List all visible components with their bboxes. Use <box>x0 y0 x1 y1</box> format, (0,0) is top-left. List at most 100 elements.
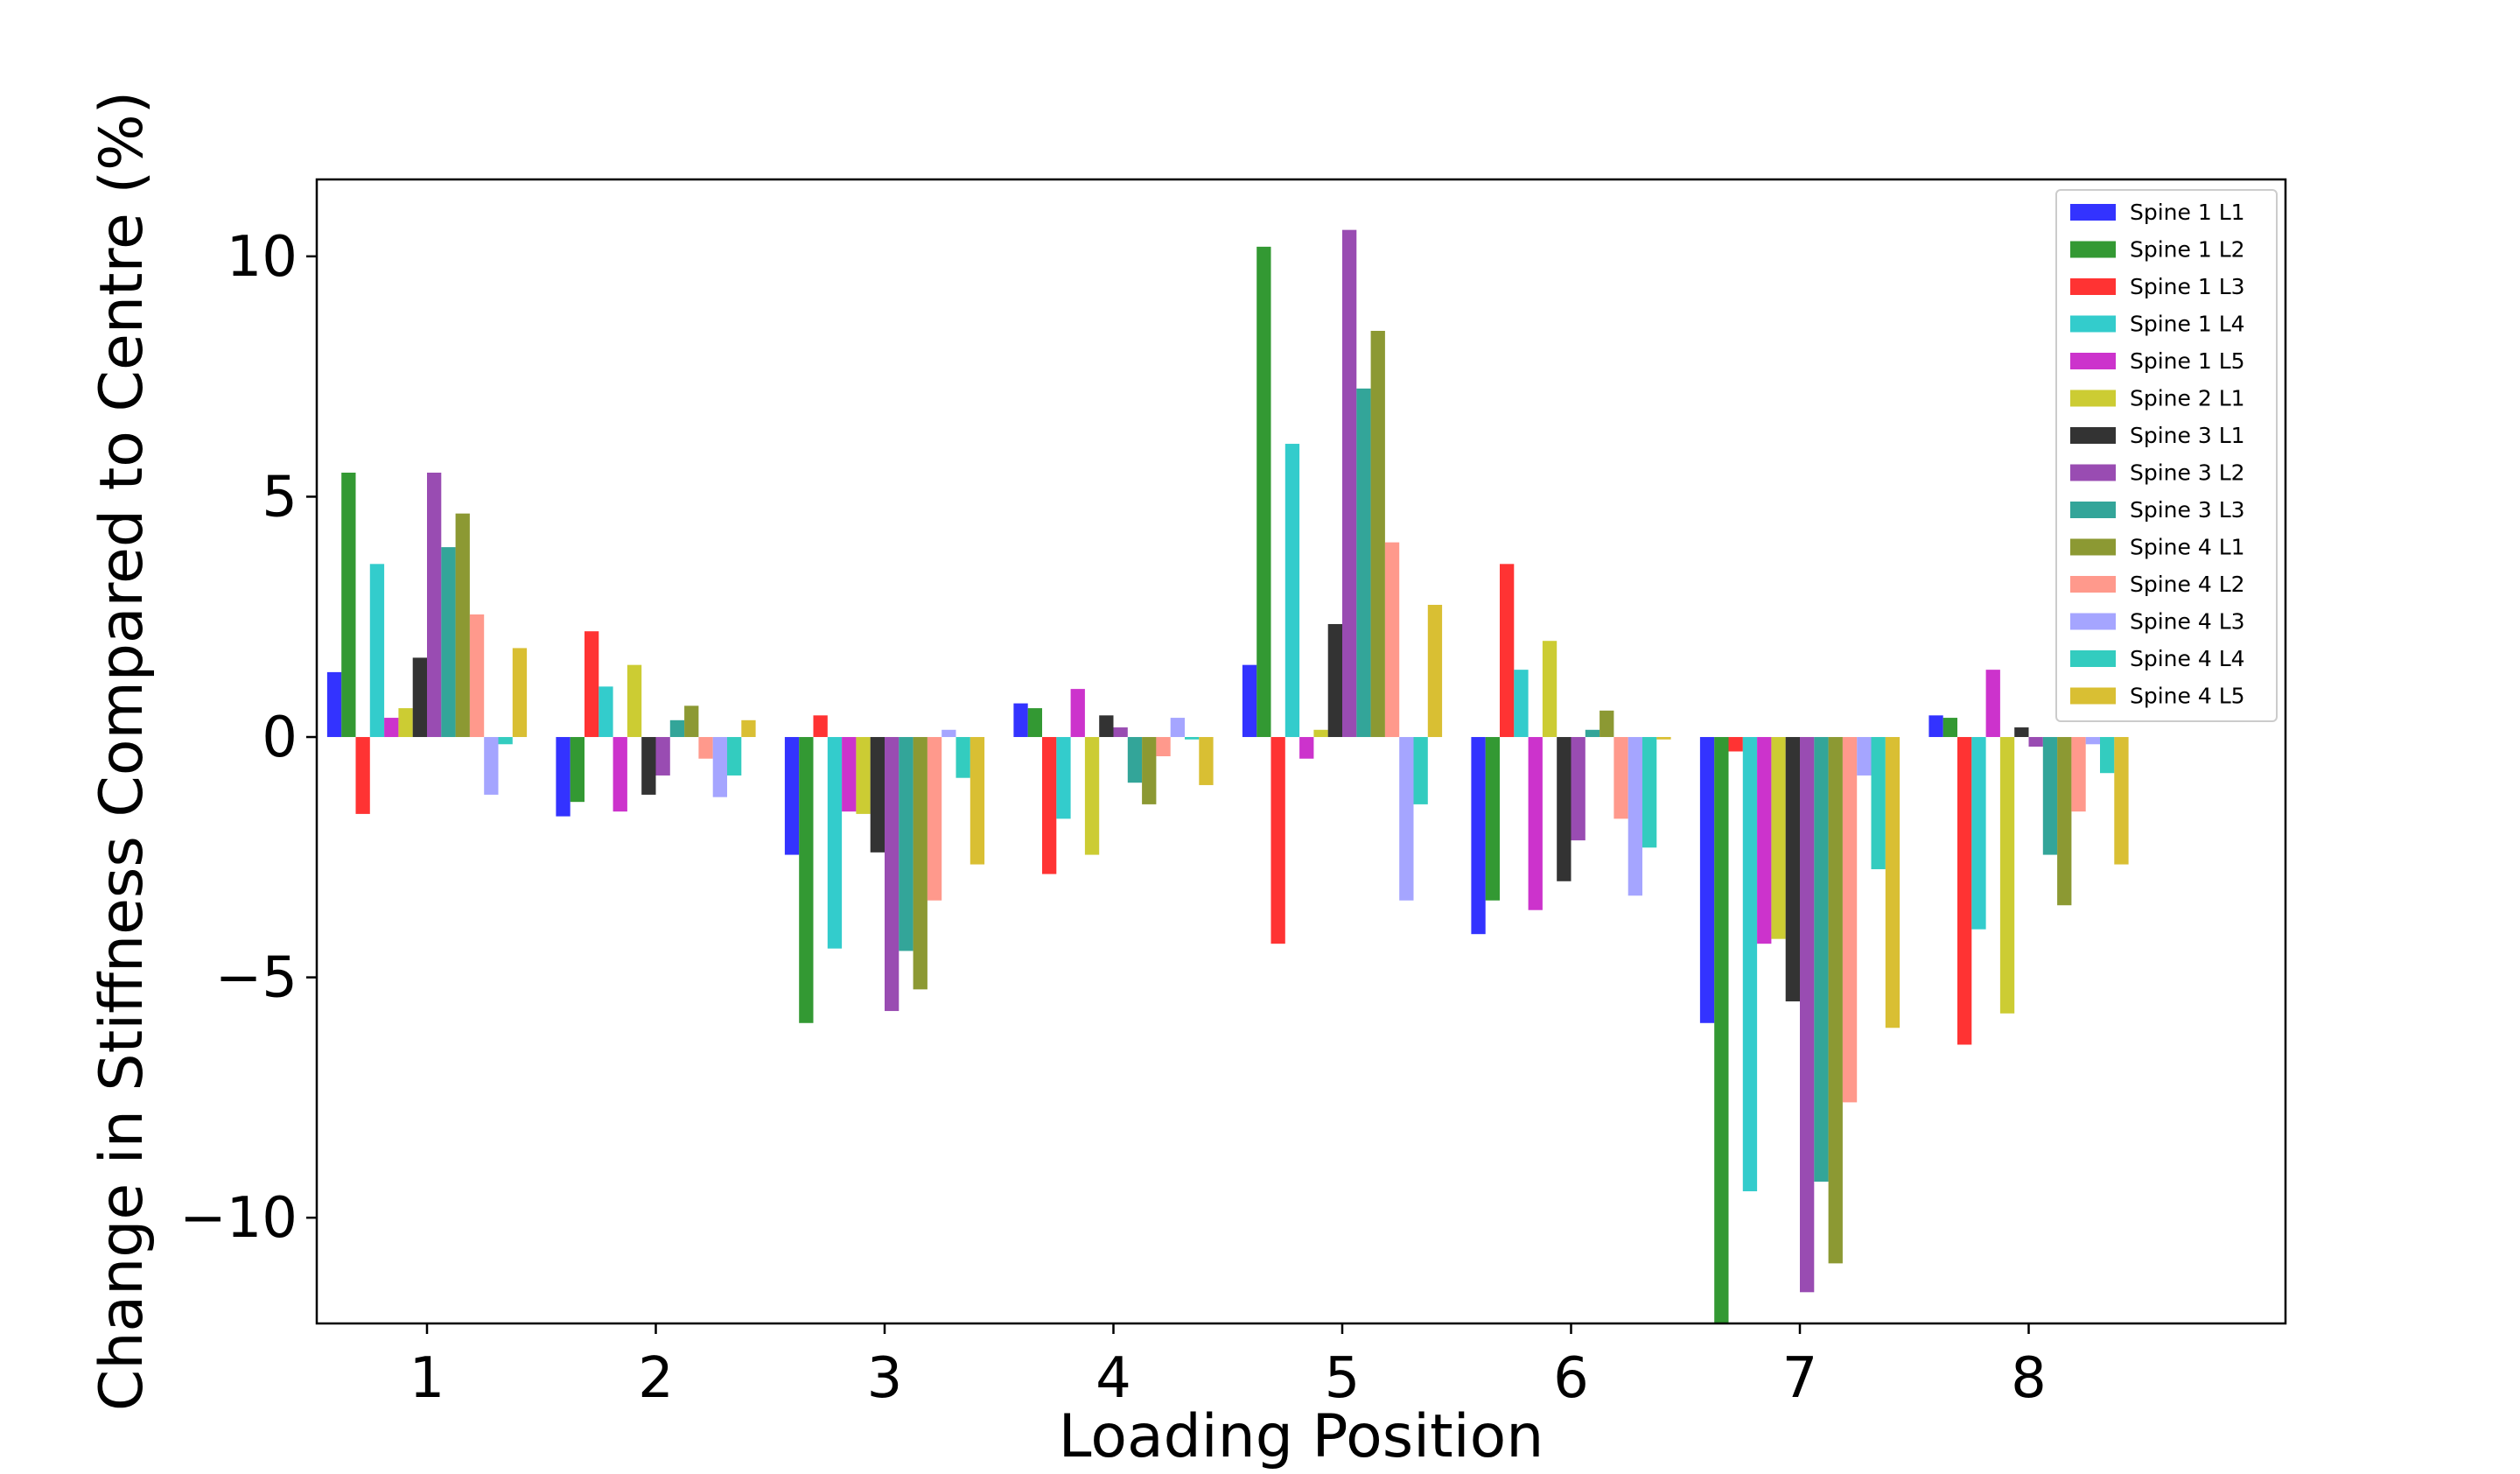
bar-spine-4-l3-pos-4 <box>1170 718 1185 738</box>
bar-spine-1-l5-pos-2 <box>612 737 627 812</box>
legend-swatch <box>2070 538 2116 556</box>
bar-spine-4-l1-pos-1 <box>455 513 470 738</box>
bar-spine-3-l1-pos-4 <box>1099 715 1114 738</box>
bar-spine-3-l1-pos-3 <box>870 737 885 853</box>
legend-entry-label: Spine 1 L5 <box>2130 348 2245 374</box>
bar-spine-1-l1-pos-7 <box>1699 737 1715 1023</box>
bar-spine-1-l4-pos-1 <box>369 564 385 738</box>
bar-spine-4-l5-pos-1 <box>512 648 528 738</box>
bar-spine-1-l2-pos-6 <box>1485 737 1500 901</box>
bar-spine-1-l1-pos-5 <box>1242 664 1257 738</box>
bar-spine-2-l1-pos-1 <box>398 708 413 738</box>
y-tick-label: 10 <box>227 225 298 290</box>
bar-spine-1-l5-pos-7 <box>1757 737 1772 944</box>
legend-swatch <box>2070 427 2116 444</box>
bar-spine-3-l3-pos-8 <box>2042 737 2058 855</box>
bar-spine-4-l1-pos-7 <box>1828 737 1843 1264</box>
legend-entry-label: Spine 4 L1 <box>2130 535 2245 560</box>
legend-entry-label: Spine 1 L2 <box>2130 237 2245 263</box>
bar-spine-3-l3-pos-2 <box>669 719 685 738</box>
bar-spine-1-l2-pos-7 <box>1714 737 1729 1323</box>
legend-swatch <box>2070 687 2116 705</box>
bar-spine-4-l5-pos-7 <box>1885 737 1900 1028</box>
bar-spine-1-l1-pos-6 <box>1471 737 1486 935</box>
bar-spine-3-l1-pos-5 <box>1327 623 1342 738</box>
bar-spine-3-l1-pos-2 <box>641 737 656 795</box>
legend-entry-label: Spine 2 L1 <box>2130 386 2245 411</box>
bar-spine-4-l3-pos-3 <box>942 729 956 738</box>
bar-spine-4-l1-pos-6 <box>1600 710 1614 738</box>
bar-spine-1-l2-pos-2 <box>570 737 584 803</box>
x-axis-label: Loading Position <box>1059 1402 1544 1471</box>
legend-swatch <box>2070 650 2116 667</box>
bar-spine-1-l3-pos-3 <box>813 715 828 738</box>
bar-spine-3-l3-pos-4 <box>1127 737 1143 783</box>
bar-spine-4-l2-pos-5 <box>1384 542 1400 738</box>
legend-entry-label: Spine 1 L3 <box>2130 274 2245 299</box>
bar-spine-4-l1-pos-5 <box>1370 330 1385 738</box>
bar-spine-3-l3-pos-6 <box>1585 729 1600 738</box>
bar-spine-4-l3-pos-6 <box>1628 737 1642 896</box>
legend-swatch <box>2070 390 2116 407</box>
bar-spine-3-l2-pos-1 <box>427 472 442 738</box>
bar-spine-4-l5-pos-3 <box>970 737 985 865</box>
x-tick-label: 3 <box>867 1346 903 1411</box>
bar-spine-3-l2-pos-3 <box>885 737 900 1012</box>
bar-spine-4-l5-pos-5 <box>1427 605 1443 738</box>
bar-spine-3-l1-pos-1 <box>412 657 427 738</box>
bar-spine-2-l1-pos-5 <box>1313 729 1328 738</box>
bar-spine-4-l5-pos-2 <box>741 719 756 738</box>
legend-swatch <box>2070 613 2116 630</box>
bar-spine-2-l1-pos-7 <box>1771 737 1786 939</box>
bar-spine-1-l4-pos-7 <box>1742 737 1758 1191</box>
x-tick-label: 7 <box>1782 1346 1818 1411</box>
x-tick-label: 8 <box>2011 1346 2047 1411</box>
bar-spine-1-l5-pos-5 <box>1299 737 1314 759</box>
x-tick-label: 5 <box>1325 1346 1361 1411</box>
bar-spine-1-l5-pos-3 <box>842 737 857 812</box>
bar-spine-4-l1-pos-8 <box>2057 737 2072 906</box>
bar-spine-1-l3-pos-5 <box>1270 737 1285 944</box>
bar-spine-1-l2-pos-1 <box>341 472 356 738</box>
legend-entry-label: Spine 3 L3 <box>2130 497 2245 523</box>
bar-spine-1-l2-pos-3 <box>799 737 814 1023</box>
legend-entry-label: Spine 3 L1 <box>2130 423 2245 448</box>
bar-spine-1-l5-pos-1 <box>384 718 399 738</box>
bar-spine-3-l1-pos-6 <box>1557 737 1572 881</box>
y-tick-label: −5 <box>215 946 298 1011</box>
bar-spine-3-l2-pos-2 <box>655 737 670 776</box>
bar-spine-1-l4-pos-8 <box>1971 737 1986 930</box>
bar-spine-1-l1-pos-1 <box>326 671 342 738</box>
bar-spine-2-l1-pos-8 <box>1999 737 2015 1014</box>
legend-swatch <box>2070 278 2116 295</box>
bar-spine-4-l2-pos-2 <box>698 737 713 759</box>
bar-spine-4-l2-pos-8 <box>2071 737 2086 812</box>
bar-spine-4-l5-pos-4 <box>1199 737 1214 785</box>
y-tick-label: −10 <box>179 1186 298 1251</box>
legend-swatch <box>2070 204 2116 221</box>
bar-spine-1-l4-pos-5 <box>1284 444 1300 738</box>
bar-spine-1-l3-pos-8 <box>1957 737 1972 1045</box>
bar-spine-4-l3-pos-2 <box>712 737 727 797</box>
bar-spine-4-l5-pos-8 <box>2114 737 2129 865</box>
bar-spine-4-l4-pos-8 <box>2100 737 2115 774</box>
bar-spine-2-l1-pos-3 <box>856 737 871 814</box>
x-axis-ticks: 1 2 3 4 5 6 7 8 <box>410 1323 2047 1411</box>
bar-spine-1-l5-pos-8 <box>1985 670 2000 738</box>
legend-entry-label: Spine 4 L3 <box>2130 609 2245 635</box>
bar-spine-1-l3-pos-7 <box>1728 737 1743 752</box>
legend-frame <box>2055 189 2278 722</box>
bar-spine-3-l2-pos-7 <box>1800 737 1815 1293</box>
bar-spine-3-l3-pos-1 <box>441 547 456 738</box>
bar-spine-1-l3-pos-6 <box>1500 564 1515 738</box>
bar-spine-4-l2-pos-4 <box>1156 737 1171 756</box>
bar-spine-4-l4-pos-4 <box>1185 737 1200 740</box>
x-tick-label: 4 <box>1096 1346 1131 1411</box>
bar-spine-3-l1-pos-8 <box>2014 727 2029 738</box>
bar-spine-1-l3-pos-1 <box>355 737 370 814</box>
legend-entry-label: Spine 4 L5 <box>2130 684 2245 709</box>
x-tick-label: 2 <box>638 1346 674 1411</box>
bar-spine-4-l1-pos-3 <box>913 737 928 990</box>
legend-entry-label: Spine 4 L4 <box>2130 646 2245 671</box>
